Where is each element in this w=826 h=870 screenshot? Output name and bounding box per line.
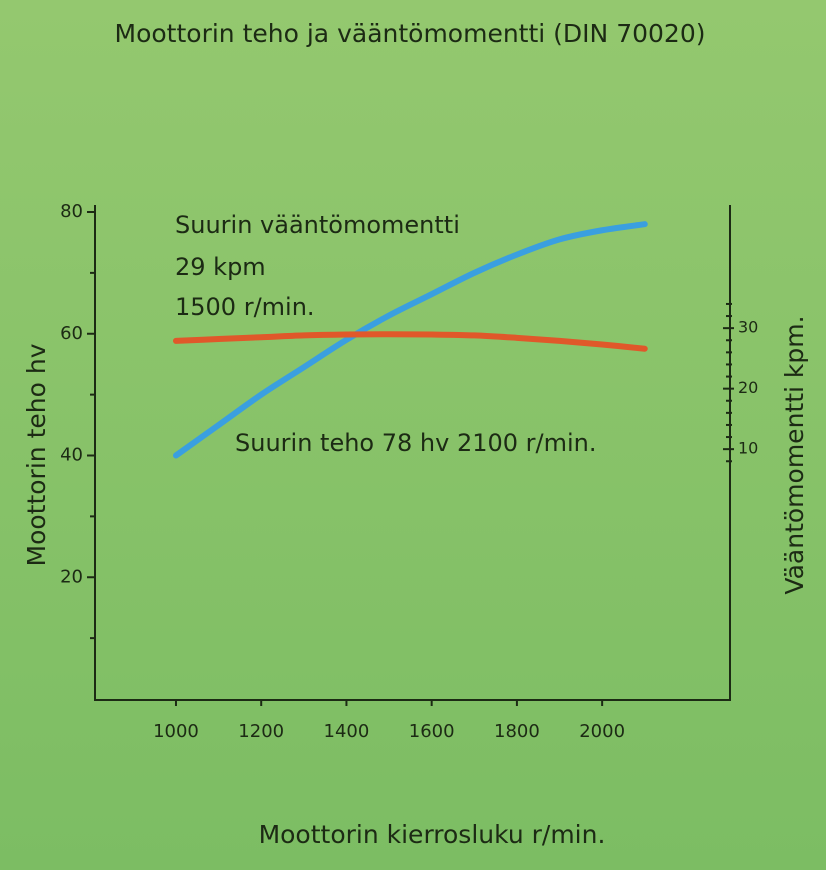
x-tick-label: 1000 xyxy=(153,721,199,742)
annotation: 1500 r/min. xyxy=(175,293,315,321)
x-axis-label: Moottorin kierrosluku r/min. xyxy=(259,820,606,849)
x-tick-label: 1600 xyxy=(409,721,455,742)
y2-axis-label: Vääntömomentti kpm. xyxy=(780,315,809,594)
x-tick-label: 1400 xyxy=(324,721,370,742)
x-tick-label: 1800 xyxy=(494,721,540,742)
annotation: 29 kpm xyxy=(175,253,266,281)
annotation: Suurin teho 78 hv 2100 r/min. xyxy=(235,429,597,457)
y-tick-label: 80 xyxy=(60,201,83,222)
x-tick-label: 1200 xyxy=(238,721,284,742)
y-tick-label: 40 xyxy=(60,445,83,466)
y-tick-label: 60 xyxy=(60,323,83,344)
x-tick-label: 2000 xyxy=(579,721,625,742)
chart-title: Moottorin teho ja vääntömomentti (DIN 70… xyxy=(115,19,706,48)
y2-tick-label: 10 xyxy=(738,439,758,458)
series-line xyxy=(172,331,648,352)
y-axis-label: Moottorin teho hv xyxy=(22,343,51,566)
y-tick-label: 20 xyxy=(60,566,83,587)
series-line xyxy=(172,221,648,459)
y2-tick-label: 20 xyxy=(738,378,758,397)
y2-tick-label: 30 xyxy=(738,318,758,337)
annotation: Suurin vääntömomentti xyxy=(175,211,460,239)
